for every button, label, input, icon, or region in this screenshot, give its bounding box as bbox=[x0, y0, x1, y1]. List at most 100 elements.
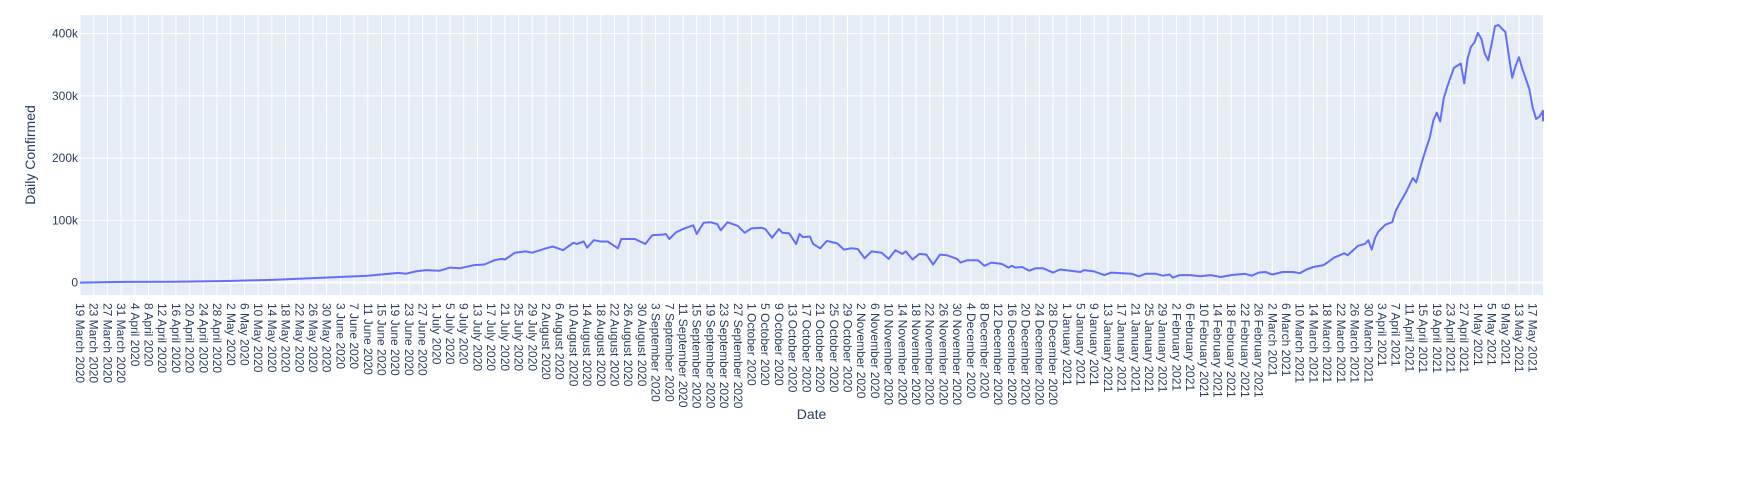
y-tick-label: 300k bbox=[52, 89, 79, 103]
x-tick-label: 29 January 2021 bbox=[1156, 303, 1170, 393]
x-tick-label: 26 August 2020 bbox=[621, 303, 635, 387]
x-tick-label: 20 April 2020 bbox=[183, 303, 197, 373]
x-tick-label: 25 October 2020 bbox=[827, 303, 841, 393]
x-tick-label: 26 March 2021 bbox=[1348, 303, 1362, 383]
x-tick-label: 8 December 2020 bbox=[978, 303, 992, 399]
x-tick-label: 5 October 2020 bbox=[758, 303, 772, 386]
x-tick-label: 30 March 2021 bbox=[1361, 303, 1375, 383]
x-tick-label: 28 April 2020 bbox=[210, 303, 224, 373]
y-axis-ticks: 0 100k 200k 300k 400k bbox=[52, 27, 79, 290]
x-tick-label: 1 May 2021 bbox=[1471, 303, 1485, 366]
x-tick-label: 30 August 2020 bbox=[635, 303, 649, 387]
x-tick-label: 19 April 2021 bbox=[1430, 303, 1444, 373]
x-tick-label: 25 July 2020 bbox=[512, 303, 526, 371]
x-tick-label: 31 March 2020 bbox=[114, 303, 128, 383]
x-tick-label: 18 May 2020 bbox=[279, 303, 293, 373]
x-tick-label: 13 May 2021 bbox=[1512, 303, 1526, 373]
x-tick-label: 22 February 2021 bbox=[1238, 303, 1252, 398]
x-tick-label: 11 September 2020 bbox=[676, 303, 690, 408]
x-tick-label: 18 August 2020 bbox=[594, 303, 608, 387]
x-tick-label: 16 April 2020 bbox=[169, 303, 183, 373]
x-tick-label: 14 August 2020 bbox=[580, 303, 594, 387]
x-tick-label: 1 January 2021 bbox=[1060, 303, 1074, 386]
x-tick-label: 19 March 2020 bbox=[73, 303, 87, 383]
x-tick-label: 11 April 2021 bbox=[1402, 303, 1416, 372]
x-tick-label: 2 August 2020 bbox=[539, 303, 553, 380]
x-tick-label: 7 September 2020 bbox=[662, 303, 676, 402]
x-tick-label: 13 July 2020 bbox=[470, 303, 484, 371]
x-tick-label: 22 March 2021 bbox=[1334, 303, 1348, 383]
x-tick-label: 14 November 2020 bbox=[895, 303, 909, 405]
x-tick-label: 3 September 2020 bbox=[649, 303, 663, 402]
x-axis-ticks: 19 March 2020 23 March 2020 27 March 2020 3… bbox=[73, 303, 1540, 409]
x-tick-label: 30 May 2020 bbox=[320, 303, 334, 373]
y-tick-label: 400k bbox=[52, 27, 79, 41]
x-tick-label: 8 April 2020 bbox=[142, 303, 156, 367]
x-tick-label: 29 October 2020 bbox=[840, 303, 854, 393]
x-tick-label: 4 April 2020 bbox=[128, 303, 142, 367]
x-tick-label: 2 May 2020 bbox=[224, 303, 238, 366]
x-tick-label: 6 November 2020 bbox=[868, 303, 882, 399]
x-tick-label: 26 February 2021 bbox=[1252, 303, 1266, 398]
plot-area bbox=[80, 15, 1543, 295]
x-tick-label: 17 May 2021 bbox=[1526, 303, 1540, 373]
x-tick-label: 22 May 2020 bbox=[292, 303, 306, 373]
x-tick-label: 10 August 2020 bbox=[566, 303, 580, 387]
x-tick-label: 12 December 2020 bbox=[991, 303, 1005, 405]
x-tick-label: 23 September 2020 bbox=[717, 303, 731, 409]
x-tick-label: 11 June 2020 bbox=[361, 303, 375, 375]
x-tick-label: 6 May 2020 bbox=[237, 303, 251, 366]
y-tick-label: 0 bbox=[71, 276, 78, 290]
x-tick-label: 6 March 2021 bbox=[1279, 303, 1293, 377]
x-tick-label: 19 June 2020 bbox=[388, 303, 402, 376]
x-tick-label: 2 March 2021 bbox=[1265, 303, 1279, 377]
x-tick-label: 13 January 2021 bbox=[1101, 303, 1115, 393]
x-tick-label: 23 April 2021 bbox=[1443, 303, 1457, 373]
x-tick-label: 14 May 2020 bbox=[265, 303, 279, 373]
x-tick-label: 30 November 2020 bbox=[950, 303, 964, 405]
x-tick-label: 4 December 2020 bbox=[964, 303, 978, 399]
x-tick-label: 18 March 2021 bbox=[1320, 303, 1334, 383]
x-tick-label: 16 December 2020 bbox=[1005, 303, 1019, 405]
x-tick-label: 7 April 2021 bbox=[1389, 303, 1403, 367]
x-tick-label: 26 May 2020 bbox=[306, 303, 320, 373]
x-tick-label: 7 June 2020 bbox=[347, 303, 361, 369]
x-tick-label: 18 November 2020 bbox=[909, 303, 923, 405]
x-tick-label: 3 June 2020 bbox=[333, 303, 347, 369]
series-line-daily-confirmed bbox=[79, 24, 1544, 284]
x-tick-label: 5 January 2021 bbox=[1073, 303, 1087, 386]
x-tick-label: 17 July 2020 bbox=[484, 303, 498, 371]
x-tick-label: 15 June 2020 bbox=[375, 303, 389, 376]
x-tick-label: 15 September 2020 bbox=[690, 303, 704, 409]
y-tick-label: 100k bbox=[52, 213, 79, 227]
x-tick-label: 26 November 2020 bbox=[936, 303, 950, 405]
x-tick-label: 10 February 2021 bbox=[1197, 303, 1211, 398]
x-tick-label: 12 April 2020 bbox=[155, 303, 169, 373]
y-tick-label: 200k bbox=[52, 151, 79, 165]
x-tick-label: 13 October 2020 bbox=[786, 303, 800, 393]
x-tick-label: 21 October 2020 bbox=[813, 303, 827, 393]
y-axis-title: Daily Confirmed bbox=[22, 105, 38, 205]
x-tick-label: 1 October 2020 bbox=[745, 303, 759, 386]
x-tick-label: 10 May 2020 bbox=[251, 303, 265, 373]
x-axis-title: Date bbox=[797, 406, 827, 422]
x-tick-label: 19 September 2020 bbox=[703, 303, 717, 409]
x-tick-label: 9 May 2021 bbox=[1498, 303, 1512, 366]
x-tick-label: 9 January 2021 bbox=[1087, 303, 1101, 386]
x-tick-label: 6 February 2021 bbox=[1183, 303, 1197, 391]
x-tick-label: 29 July 2020 bbox=[525, 303, 539, 371]
x-tick-label: 21 January 2021 bbox=[1128, 303, 1142, 393]
x-tick-label: 27 September 2020 bbox=[731, 303, 745, 409]
x-tick-label: 28 December 2020 bbox=[1046, 303, 1060, 405]
x-tick-label: 14 February 2021 bbox=[1211, 303, 1225, 398]
x-tick-label: 2 November 2020 bbox=[854, 303, 868, 399]
x-tick-label: 24 December 2020 bbox=[1032, 303, 1046, 405]
x-tick-label: 6 August 2020 bbox=[553, 303, 567, 380]
x-tick-label: 24 April 2020 bbox=[196, 303, 210, 373]
x-tick-label: 22 November 2020 bbox=[923, 303, 937, 405]
x-tick-label: 1 July 2020 bbox=[429, 303, 443, 365]
x-tick-label: 10 March 2021 bbox=[1293, 303, 1307, 383]
x-tick-label: 27 June 2020 bbox=[416, 303, 430, 376]
